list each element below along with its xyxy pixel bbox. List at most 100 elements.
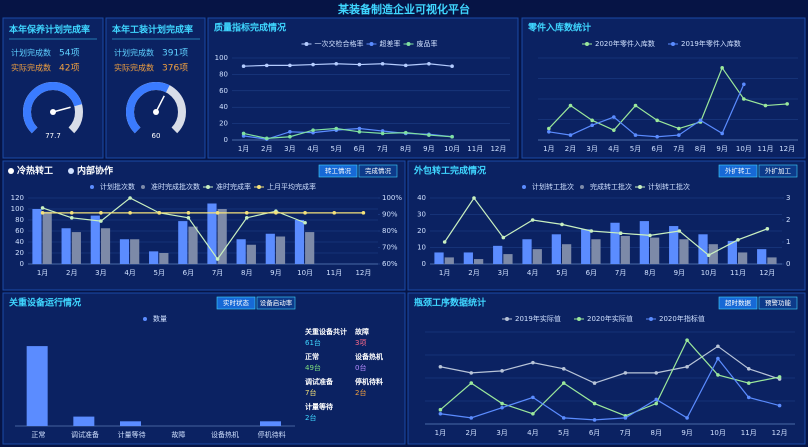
bar <box>610 222 620 264</box>
button[interactable] <box>318 164 358 178</box>
bar <box>305 232 315 264</box>
legend-marker <box>143 317 147 321</box>
panel <box>2 292 406 445</box>
point <box>427 61 431 66</box>
x-tick-label: 6月 <box>586 269 597 277</box>
button-label[interactable]: 转工情况 <box>325 166 352 175</box>
point <box>69 216 74 220</box>
y2-tick-label: 80% <box>382 227 398 235</box>
bar <box>120 421 141 426</box>
point <box>450 64 454 68</box>
legend-marker <box>580 185 584 189</box>
x-tick-label: 1月 <box>435 429 446 437</box>
bar <box>236 239 246 264</box>
y-tick-label: 40 <box>219 103 228 111</box>
point <box>720 131 724 136</box>
button[interactable] <box>256 296 296 310</box>
point <box>568 103 573 108</box>
x-tick-label: 12月 <box>779 145 795 153</box>
bar <box>32 209 42 264</box>
bar <box>149 251 159 264</box>
button-label[interactable]: 外扩转工 <box>725 166 752 175</box>
point <box>186 216 191 220</box>
point <box>568 133 573 137</box>
legend-marker <box>141 185 145 189</box>
x-tick-label: 9月 <box>423 145 434 153</box>
gauge-value: 60 <box>152 132 161 140</box>
button-label[interactable]: 完成情况 <box>365 166 392 175</box>
point <box>531 411 535 416</box>
kpi-label: 实际完成数 <box>114 63 154 73</box>
x-tick-label: 3月 <box>498 269 509 277</box>
x-tick-label: 5月 <box>556 269 567 277</box>
button-label[interactable]: 外扩加工 <box>765 166 792 175</box>
point <box>438 411 443 416</box>
point <box>157 211 162 215</box>
kpi-value: 376项 <box>162 63 188 74</box>
tab[interactable]: 内部协作 <box>77 165 113 177</box>
y2-tick-label: 1 <box>786 238 790 246</box>
point <box>777 375 782 379</box>
x-tick-label: 4月 <box>527 269 538 277</box>
kpi-title: 本年保养计划完成率 <box>9 24 90 36</box>
point <box>357 130 362 134</box>
point <box>547 126 551 131</box>
point <box>648 233 652 238</box>
button-label[interactable]: 设备启动率 <box>260 298 293 307</box>
kpi-label: 计划完成数 <box>114 48 154 58</box>
stat-value: 7台 <box>305 388 316 397</box>
point <box>500 369 504 373</box>
y-tick-label: 10 <box>417 244 426 252</box>
button-label[interactable]: 预警功能 <box>765 298 792 307</box>
bar <box>260 421 281 426</box>
tab-dot[interactable] <box>8 168 14 174</box>
button[interactable] <box>718 164 758 178</box>
y-tick-label: 100 <box>11 205 24 213</box>
stat-value: 61台 <box>305 338 321 347</box>
button-label[interactable]: 超时数据 <box>725 298 752 307</box>
line <box>440 345 780 384</box>
point <box>530 218 535 222</box>
legend-marker <box>369 42 374 46</box>
point <box>128 196 132 200</box>
bar <box>639 221 649 264</box>
legend-label: 废品率 <box>417 39 438 48</box>
point <box>244 211 249 215</box>
tab[interactable]: 冷热转工 <box>17 165 53 177</box>
bar <box>26 346 48 426</box>
point <box>241 134 246 138</box>
gauge-arc <box>126 82 170 134</box>
button[interactable] <box>758 164 798 178</box>
x-tick-label: 5月 <box>630 145 641 153</box>
x-tick-label: 8月 <box>651 429 662 437</box>
point <box>633 103 638 108</box>
kpi-label: 计划完成数 <box>11 48 51 58</box>
panel <box>521 17 806 159</box>
x-tick-label: 设备热机 <box>211 430 239 439</box>
button[interactable] <box>758 296 798 310</box>
y-tick-label: 20 <box>15 249 24 257</box>
point <box>746 395 751 400</box>
y2-tick-label: 0 <box>786 260 790 268</box>
bar <box>130 239 140 264</box>
bar <box>246 244 256 264</box>
button[interactable] <box>718 296 758 310</box>
button-label[interactable]: 实时状态 <box>223 298 250 307</box>
stat-value: 2台 <box>305 413 316 422</box>
point <box>361 211 366 215</box>
point <box>40 206 45 210</box>
x-tick-label: 10月 <box>444 145 460 153</box>
x-tick-label: 故障 <box>171 430 185 439</box>
bar <box>119 239 130 264</box>
bar <box>727 240 737 264</box>
point <box>765 227 770 231</box>
stat-label: 正常 <box>305 352 319 361</box>
y-tick-label: 40 <box>15 238 24 246</box>
x-tick-label: 11月 <box>326 269 342 277</box>
bar <box>434 252 444 264</box>
tab-dot[interactable] <box>68 168 74 174</box>
x-tick-label: 7月 <box>212 269 223 277</box>
button[interactable] <box>216 296 256 310</box>
button[interactable] <box>358 164 398 178</box>
